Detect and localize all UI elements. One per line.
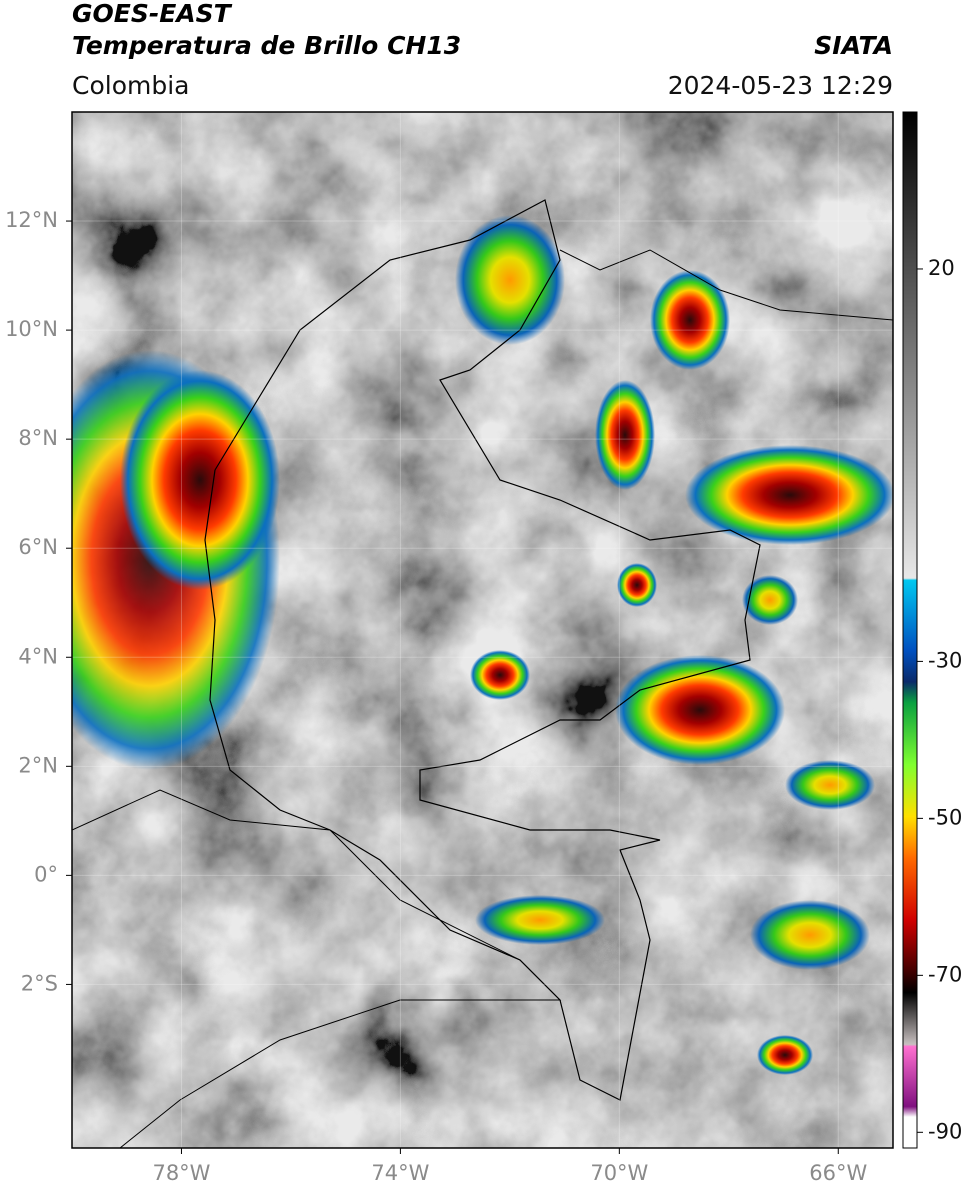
colorbar-label: -70 <box>928 962 962 986</box>
y-tick-label: 0° <box>34 862 58 886</box>
convection <box>617 563 657 607</box>
y-tick-label: 2°N <box>18 753 58 777</box>
y-tick-label: 6°N <box>18 535 58 559</box>
y-tick-label: 2°S <box>21 971 58 995</box>
x-tick-label: 70°W <box>590 1161 648 1185</box>
border <box>559 249 893 321</box>
convection <box>685 445 893 545</box>
convection <box>470 650 530 700</box>
datetime: 2024-05-23 12:29 <box>668 71 893 100</box>
colorbar-label: 20 <box>928 256 955 280</box>
map-frame <box>71 111 894 1149</box>
source: SIATA <box>814 31 893 60</box>
region: Colombia <box>72 71 189 100</box>
x-tick-label: 74°W <box>371 1161 429 1185</box>
convection <box>120 370 280 590</box>
convection <box>455 215 565 345</box>
convection <box>757 1035 813 1075</box>
y-tick-label: 4°N <box>18 644 58 668</box>
convection <box>475 895 605 945</box>
y-tick-label: 8°N <box>18 426 58 450</box>
title: GOES-EAST <box>72 0 233 28</box>
colorbar <box>902 111 918 1149</box>
x-tick-label: 78°W <box>152 1161 210 1185</box>
y-tick-label: 10°N <box>5 317 58 341</box>
colorbar-label: -90 <box>928 1119 962 1143</box>
convection <box>750 900 870 970</box>
graticule <box>72 112 893 1148</box>
convection <box>650 270 730 370</box>
colorbar-label: -50 <box>928 805 962 829</box>
satellite-image <box>72 112 893 1148</box>
convection <box>785 760 875 810</box>
convection <box>595 380 655 490</box>
border <box>204 199 761 1101</box>
x-tick-label: 66°W <box>809 1161 867 1185</box>
border <box>72 789 562 1148</box>
colorbar-label: -30 <box>928 648 962 672</box>
convection <box>615 655 785 765</box>
y-tick-label: 12°N <box>5 208 58 232</box>
subtitle: Temperatura de Brillo CH13 <box>72 31 461 60</box>
convection <box>742 575 798 625</box>
